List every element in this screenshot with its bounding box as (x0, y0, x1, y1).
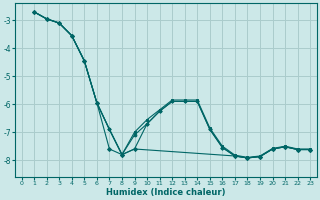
X-axis label: Humidex (Indice chaleur): Humidex (Indice chaleur) (106, 188, 226, 197)
